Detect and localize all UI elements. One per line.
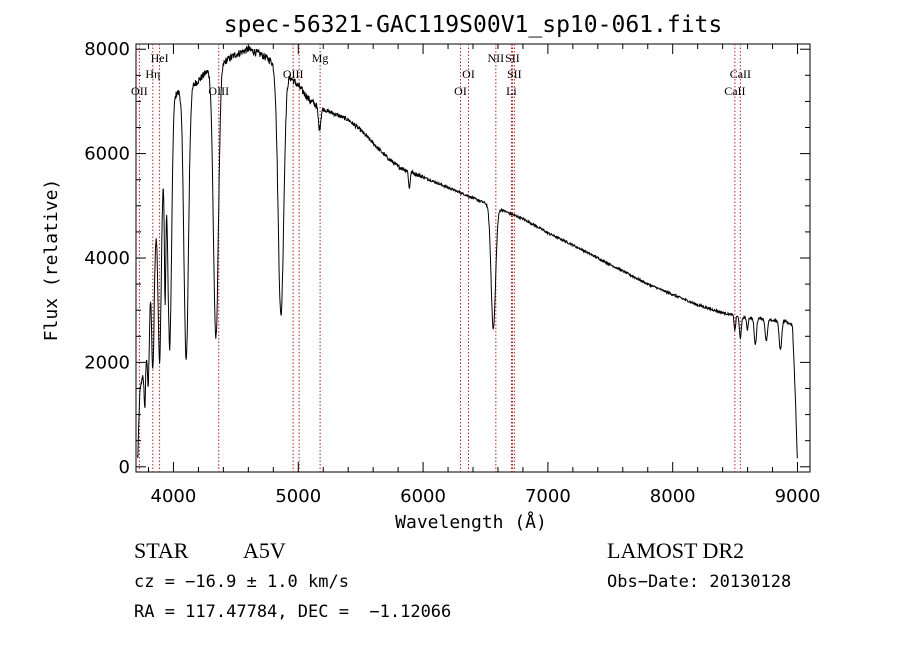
object-class: STAR bbox=[134, 538, 189, 563]
y-axis-label: Flux (relative) bbox=[41, 179, 62, 342]
y-tick-label: 2000 bbox=[84, 352, 130, 373]
y-tick-label: 8000 bbox=[84, 39, 130, 60]
x-tick-label: 4000 bbox=[151, 486, 197, 507]
y-tick-label: 4000 bbox=[84, 248, 130, 269]
x-tick-label: 7000 bbox=[525, 486, 571, 507]
y-axis: 0 2000 4000 6000 8000 bbox=[84, 39, 810, 478]
marker-label: CaII bbox=[730, 67, 751, 81]
y-tick-label: 6000 bbox=[84, 144, 130, 165]
x-tick-label: 8000 bbox=[650, 486, 696, 507]
marker-label: OIII bbox=[208, 84, 229, 98]
marker-labels: OII Hη HeI OIII OIII Mg OI OI NII SII SII Li CaII CaI… bbox=[131, 51, 751, 98]
spectrum-line bbox=[137, 46, 798, 459]
marker-label: Li bbox=[506, 84, 517, 98]
coordinates-readout: RA = 117.47784, DEC = −1.12066 bbox=[134, 602, 452, 622]
marker-label: OIII bbox=[283, 67, 304, 81]
marker-label: Mg bbox=[312, 51, 329, 65]
marker-label: OII bbox=[131, 84, 148, 98]
marker-label: OI bbox=[454, 84, 467, 98]
survey-name: LAMOST DR2 bbox=[607, 538, 745, 563]
marker-label: HeI bbox=[151, 51, 169, 65]
marker-label: OI bbox=[462, 67, 475, 81]
chart-title: spec-56321-GAC119S00V1_sp10-061.fits bbox=[224, 12, 723, 38]
object-subclass: A5V bbox=[243, 538, 286, 563]
marker-label: SII bbox=[505, 51, 520, 65]
redshift-readout: cz = −16.9 ± 1.0 km/s bbox=[134, 572, 349, 592]
plot-frame bbox=[135, 43, 811, 473]
x-tick-label: 5000 bbox=[275, 486, 321, 507]
marker-label: Hη bbox=[145, 67, 160, 81]
x-tick-label: 6000 bbox=[400, 486, 446, 507]
x-tick-label: 9000 bbox=[775, 486, 821, 507]
marker-label: NII bbox=[488, 51, 505, 65]
marker-label: SII bbox=[507, 67, 522, 81]
x-axis-label: Wavelength (Å) bbox=[395, 511, 547, 533]
marker-label: CaII bbox=[724, 84, 745, 98]
y-tick-label: 0 bbox=[119, 457, 130, 478]
marker-lines bbox=[138, 44, 741, 472]
x-axis: 4000 5000 6000 7000 8000 9000 bbox=[147, 44, 821, 507]
observation-date: Obs−Date: 20130128 bbox=[607, 572, 792, 592]
